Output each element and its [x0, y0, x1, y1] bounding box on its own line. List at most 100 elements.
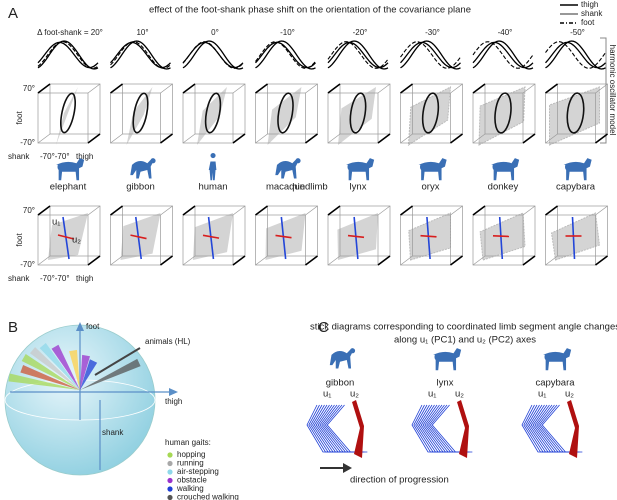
- u2-axis: [202, 234, 220, 239]
- animal-icon: [208, 153, 217, 181]
- wave-foot: [37, 41, 99, 69]
- cube-edge: [110, 255, 123, 266]
- animal-shape: [433, 348, 462, 371]
- axis-label: thigh: [76, 274, 93, 283]
- phase-label: -50°: [570, 28, 585, 37]
- normal-cone: [80, 359, 98, 390]
- cube-edge-bold: [450, 255, 463, 266]
- cube-back: [339, 83, 391, 135]
- u1-label: u₁: [52, 217, 61, 228]
- axis-label: foot: [15, 111, 24, 125]
- cube-front: [182, 92, 234, 144]
- cube-edge: [87, 83, 101, 94]
- animal-name: capybara: [556, 182, 596, 193]
- cube-edge: [327, 255, 341, 266]
- legend-label: shank: [581, 9, 603, 18]
- cube-edge-bold: [595, 255, 608, 266]
- tick-label: 70°: [23, 206, 35, 215]
- tick-label: -70°: [20, 260, 35, 269]
- cube-back: [122, 205, 173, 257]
- animal-name: elephant: [50, 182, 87, 193]
- cube-back: [484, 205, 536, 257]
- cube-edge-bold: [255, 205, 268, 216]
- tick-label: -70°-70°: [40, 274, 70, 283]
- legend-label: obstacle: [177, 476, 207, 485]
- u1-axis: [498, 216, 504, 260]
- panel-label: C: [318, 319, 329, 336]
- wave-foot: [545, 41, 606, 69]
- covariance-plane: [549, 86, 600, 146]
- cube-edge: [450, 205, 463, 216]
- u2-stick: [457, 400, 469, 458]
- wave-shank: [472, 41, 534, 69]
- animal-name: oryx: [422, 182, 440, 193]
- u2-stick: [567, 400, 579, 458]
- cube-front: [545, 92, 596, 144]
- panel-label: A: [8, 5, 18, 22]
- axis-label: thigh: [76, 152, 93, 161]
- wave-thigh: [37, 40, 99, 70]
- legend-dot: [167, 452, 173, 458]
- cube-edge: [305, 205, 318, 216]
- animal-icon: [329, 348, 356, 369]
- legend-label: thigh: [581, 0, 598, 9]
- animal-shape: [56, 158, 85, 181]
- cube-back: [49, 83, 101, 135]
- u1-label: u₁: [323, 389, 332, 400]
- cube-edge: [182, 133, 196, 144]
- u1-axis: [280, 216, 287, 260]
- covariance-plane: [338, 87, 376, 145]
- cube-edge: [182, 255, 196, 266]
- u1-axis: [62, 216, 70, 260]
- animal-icon: [346, 158, 375, 181]
- animal-name: capybara: [535, 378, 575, 389]
- cube-front: [327, 92, 379, 144]
- cube-edge-bold: [232, 133, 246, 144]
- trajectory-loop: [494, 92, 512, 134]
- wave-shank: [182, 41, 244, 69]
- cube-edge-bold: [110, 83, 123, 94]
- cube-edge-bold: [377, 133, 391, 144]
- trajectory-loop: [349, 92, 367, 134]
- legend-dot: [167, 477, 173, 484]
- cube-edge-bold: [400, 205, 413, 216]
- u2-axis: [275, 234, 292, 239]
- u1-axis: [426, 216, 431, 260]
- normal-cone: [80, 358, 141, 390]
- hindlimb-label: hindlimb: [292, 182, 327, 193]
- animal-shape: [208, 153, 217, 181]
- cube-edge: [595, 205, 608, 216]
- normal-cone: [21, 354, 80, 390]
- cube-edge-bold: [327, 205, 341, 216]
- normal-cone: [20, 365, 80, 390]
- wave-shank: [110, 41, 171, 69]
- cube-front: [255, 214, 306, 266]
- tick-label: -70°: [20, 138, 35, 147]
- animal-shape: [130, 158, 156, 179]
- cube-edge: [400, 133, 413, 144]
- cube-edge-bold: [87, 255, 101, 266]
- phase-label: -20°: [353, 28, 368, 37]
- trajectory-loop: [421, 92, 440, 134]
- legend-label: hopping: [177, 450, 205, 459]
- cube-front: [182, 214, 234, 266]
- arrowhead: [76, 322, 84, 331]
- wave-shank: [255, 41, 316, 69]
- cube-back: [557, 83, 608, 135]
- legend-label: running: [177, 459, 204, 468]
- wave-foot: [327, 41, 389, 69]
- cube-edge: [232, 83, 246, 94]
- cube-edge: [522, 205, 536, 216]
- animal-name: lynx: [437, 378, 454, 389]
- trajectory-loop: [277, 92, 294, 134]
- legend-label: crouched walking: [177, 493, 239, 500]
- cube-front: [255, 92, 306, 144]
- cube-front: [400, 214, 451, 266]
- animal-icon: [56, 158, 85, 181]
- cube-edge-bold: [182, 205, 196, 216]
- u2-stick: [352, 400, 364, 458]
- cube-edge: [160, 83, 173, 94]
- cube-edge: [377, 205, 391, 216]
- cube-edge: [377, 83, 391, 94]
- cube-edge-bold: [327, 83, 341, 94]
